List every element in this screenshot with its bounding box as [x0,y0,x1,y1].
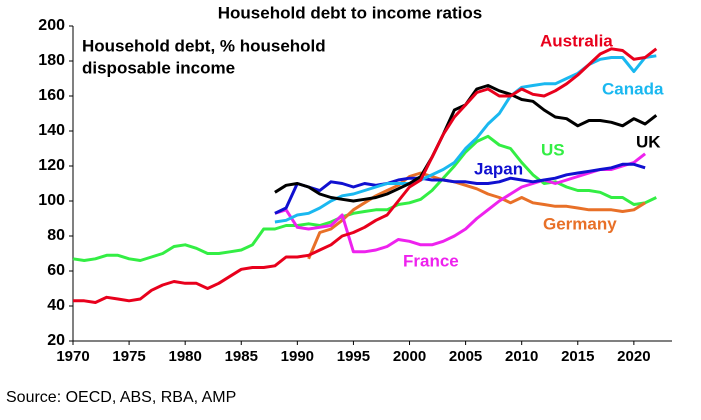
x-tick-label: 1985 [225,348,258,365]
series-label: Australia [540,31,613,50]
series-label: France [403,251,459,270]
x-tick-label: 2000 [393,348,426,365]
x-tick-label: 1980 [168,348,201,365]
series-line [274,152,647,254]
x-tick-label: 1970 [56,348,89,365]
series-label: Germany [543,214,617,233]
y-tick-label: 100 [38,192,65,209]
y-tick-label: 20 [47,332,65,349]
y-tick-label: 120 [38,157,65,174]
y-tick-label: 180 [38,52,65,69]
annotation: Household debt, % household [82,36,326,55]
x-tick-label: 1975 [112,348,145,365]
x-tick-label: 1995 [337,348,370,365]
chart-title: Household debt to income ratios [218,3,482,22]
series-line [73,47,658,304]
series-line [274,162,646,215]
y-tick-label: 140 [38,122,65,139]
series-label: US [541,140,565,159]
y-tick-label: 40 [47,297,65,314]
y-tick-label: 160 [38,87,65,104]
series-line [307,171,646,260]
x-tick-label: 2010 [505,348,538,365]
x-tick-label: 2020 [617,348,650,365]
x-tick-label: 2015 [561,348,594,365]
annotation: disposable income [82,58,235,77]
x-tick-label: 1990 [281,348,314,365]
series-label: UK [636,132,661,151]
source: Source: OECD, ABS, RBA, AMP [6,389,236,406]
series-label: Canada [602,79,664,98]
series-label: Japan [474,159,523,178]
y-tick-label: 200 [38,17,65,34]
y-tick-label: 60 [47,262,65,279]
x-tick-label: 2005 [449,348,482,365]
y-tick-label: 80 [47,227,65,244]
